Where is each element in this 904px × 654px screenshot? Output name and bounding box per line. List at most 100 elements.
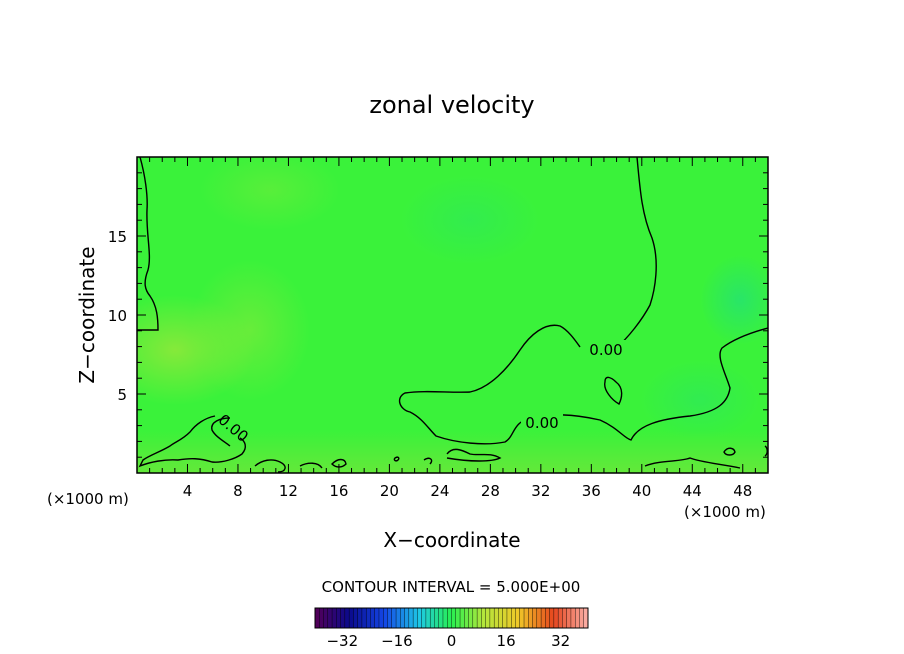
colorbar-cell xyxy=(511,607,516,629)
x-tick-label: 4 xyxy=(183,482,193,500)
colorbar-cell xyxy=(336,607,342,629)
colorbar-cell xyxy=(515,607,521,629)
colorbar-cell xyxy=(476,607,482,629)
colorbar-cell xyxy=(442,607,448,629)
x-tick-label: 40 xyxy=(632,482,651,500)
contour-lower-left xyxy=(138,415,247,468)
contour-label-2: 0.00 xyxy=(525,414,558,432)
colorbar-cell xyxy=(374,607,380,629)
contour-closed-loop xyxy=(604,376,623,405)
contour-interval-label: CONTOUR INTERVAL = 5.000E+00 xyxy=(322,578,581,596)
colorbar-cell xyxy=(468,607,474,629)
colorbar-cell xyxy=(331,607,337,629)
colorbar-cell xyxy=(429,607,435,629)
colorbar-cell xyxy=(417,607,423,629)
colorbar-cell xyxy=(493,607,499,629)
colorbar-cell xyxy=(536,607,542,629)
colorbar-tick-label: −16 xyxy=(381,632,413,650)
x-axis-ticks: 4 8 12 16 20 24 28 32 36 40 44 48 xyxy=(149,157,756,500)
colorbar-cell xyxy=(519,607,525,629)
colorbar-tick-label: −32 xyxy=(326,632,358,650)
x-unit-left: (×1000 m) xyxy=(47,490,129,508)
colorbar-cell xyxy=(353,607,359,629)
colorbar-cell xyxy=(391,607,397,629)
colorbar-cell xyxy=(421,607,427,629)
x-tick-label: 44 xyxy=(683,482,702,500)
y-tick-label: 10 xyxy=(108,307,127,325)
y-tick-label: 5 xyxy=(117,386,127,404)
colorbar-cell xyxy=(340,607,346,629)
colorbar-cell xyxy=(357,607,363,629)
colorbar-cell xyxy=(434,607,440,629)
x-tick-label: 24 xyxy=(430,482,449,500)
y-tick-label: 15 xyxy=(108,228,127,246)
colorbar-cell xyxy=(532,607,538,629)
colorbar-cell xyxy=(425,607,431,629)
colorbar-cell xyxy=(579,607,585,629)
colorbar-cell xyxy=(489,607,495,629)
colorbar-cell xyxy=(395,607,401,629)
colorbar-cell xyxy=(553,607,559,629)
colorbar-tick-label: 32 xyxy=(551,632,570,650)
colorbar-cell xyxy=(323,607,329,629)
colorbar-cell xyxy=(327,607,333,629)
colorbar-cell xyxy=(319,607,325,629)
colorbar-cell xyxy=(344,607,350,629)
colorbar-cell xyxy=(455,607,461,629)
y-axis-label: Z−coordinate xyxy=(75,246,99,383)
colorbar-tick-label: 0 xyxy=(447,632,457,650)
colorbar-cell xyxy=(472,607,478,629)
colorbar-cell xyxy=(545,607,551,629)
colorbar-cell xyxy=(570,607,576,629)
colorbar-cell xyxy=(387,607,393,629)
colorbar-cell xyxy=(502,607,508,629)
x-axis-label: X−coordinate xyxy=(383,528,520,552)
colorbar-cell xyxy=(451,607,457,629)
colorbar-cell xyxy=(485,607,491,629)
colorbar-cell xyxy=(370,607,376,629)
x-tick-label: 12 xyxy=(279,482,298,500)
colorbar-cell xyxy=(447,607,453,629)
chart-title: zonal velocity xyxy=(369,91,534,119)
x-unit-right: (×1000 m) xyxy=(684,503,766,521)
colorbar-cell xyxy=(562,607,568,629)
colorbar-cell xyxy=(464,607,470,629)
colorbar-cell xyxy=(566,607,572,629)
colorbar-cell xyxy=(557,607,563,629)
x-tick-label: 8 xyxy=(233,482,243,500)
x-tick-label: 16 xyxy=(329,482,348,500)
colorbar xyxy=(314,607,589,629)
x-tick-label: 36 xyxy=(582,482,601,500)
colorbar-cell xyxy=(498,607,504,629)
x-tick-label: 48 xyxy=(733,482,752,500)
colorbar-cell xyxy=(365,607,371,629)
colorbar-cell xyxy=(575,607,580,629)
contour-main xyxy=(398,157,768,445)
colorbar-cell xyxy=(506,607,512,629)
colorbar-cell xyxy=(438,607,444,629)
colorbar-cell xyxy=(540,607,546,629)
colorbar-tick-labels: −32 −16 0 16 32 xyxy=(326,632,570,650)
x-tick-label: 32 xyxy=(531,482,550,500)
colorbar-cell xyxy=(412,607,418,629)
colorbar-frame xyxy=(314,607,589,629)
colorbar-cell xyxy=(400,607,406,629)
colorbar-cell xyxy=(481,607,487,629)
colorbar-cell xyxy=(523,607,529,629)
colorbar-cell xyxy=(459,607,465,629)
colorbar-cell xyxy=(361,607,367,629)
plot-area: 0.00 0.00 0.00 xyxy=(136,156,769,474)
colorbar-cell xyxy=(314,607,320,629)
field-shading xyxy=(137,157,768,473)
y-axis-ticks: 5 10 15 xyxy=(108,172,768,458)
contour-label-1: 0.00 xyxy=(589,341,622,359)
x-tick-label: 20 xyxy=(380,482,399,500)
colorbar-cell xyxy=(383,607,389,629)
colorbar-cell xyxy=(549,607,555,629)
colorbar-cell xyxy=(348,607,354,629)
colorbar-cell xyxy=(528,607,534,629)
colorbar-cell xyxy=(404,607,410,629)
x-tick-label: 28 xyxy=(481,482,500,500)
colorbar-cell xyxy=(378,607,384,629)
